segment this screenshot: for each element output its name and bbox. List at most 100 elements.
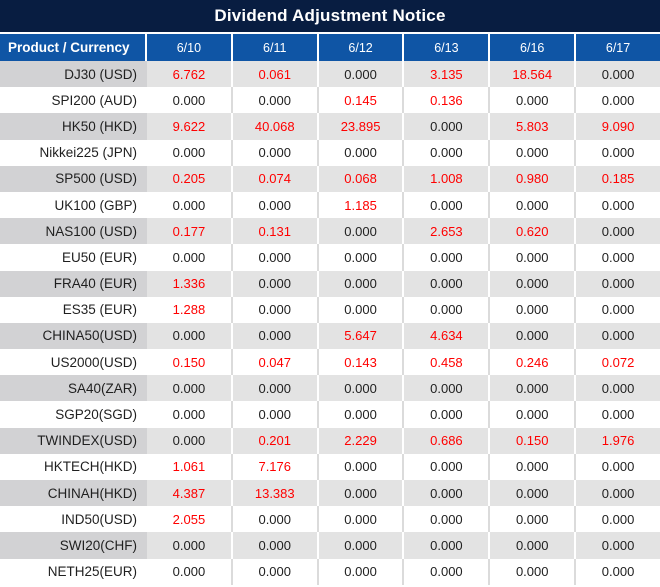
value-cell: 0.000: [147, 558, 233, 585]
product-name-cell: DJ30 (USD): [0, 61, 147, 88]
value-cell: 0.000: [404, 296, 491, 323]
value-cell: 0.074: [232, 165, 319, 192]
value-cell: 0.000: [404, 558, 491, 585]
value-cell: 0.000: [404, 270, 491, 297]
date-column-header: 6/12: [319, 34, 405, 61]
table-row: UK100 (GBP) 0.000 0.000 1.185 0.000 0.00…: [0, 191, 660, 219]
value-cell: 9.622: [147, 113, 233, 140]
value-cell: 0.131: [232, 218, 319, 245]
value-cell: 0.145: [319, 87, 405, 114]
product-name-cell: NETH25(EUR): [47, 564, 137, 580]
table-row: CHINA50(USD) 0.000 0.000 5.647 4.634 0.0…: [0, 322, 660, 350]
table-row: HK50 (HKD) 9.622 40.068 23.895 0.000 5.8…: [0, 113, 660, 140]
value-cell: 0.000: [147, 191, 233, 219]
value-cell: 0.000: [490, 480, 577, 507]
value-cell: 0.000: [233, 558, 319, 585]
value-cell: 0.000: [404, 532, 491, 559]
date-column-header: 6/13: [404, 34, 491, 61]
value-cell: 0.000: [147, 401, 233, 428]
product-name-cell: HK50 (HKD): [0, 113, 147, 140]
value-cell: 0.000: [232, 322, 319, 350]
table-row: SP500 (USD) 0.205 0.074 0.068 1.008 0.98…: [0, 165, 660, 192]
value-cell: 0.072: [601, 354, 635, 370]
value-cell: 6.762: [147, 61, 233, 88]
value-cell: 1.288: [147, 296, 233, 323]
value-cell: 0.000: [601, 407, 635, 423]
product-name-cell: ES35 (EUR): [62, 302, 137, 318]
value-cell: 0.000: [490, 532, 577, 559]
table-row: ES35 (EUR) 1.288 0.000 0.000 0.000 0.000…: [0, 296, 660, 323]
value-cell: 0.000: [233, 506, 319, 533]
value-cell: 0.000: [147, 139, 233, 166]
value-cell: 0.620: [490, 218, 577, 245]
product-name-cell: IND50(USD): [61, 511, 137, 527]
value-cell: 0.136: [404, 87, 491, 114]
value-cell: 3.135: [404, 61, 491, 88]
value-cell: 2.229: [318, 427, 405, 454]
value-cell: 0.000: [490, 244, 577, 271]
value-cell: 0.000: [319, 401, 405, 428]
value-cell: 4.387: [147, 480, 233, 507]
value-cell: 0.000: [232, 532, 319, 559]
value-cell: 0.000: [319, 139, 405, 166]
value-cell: 0.068: [318, 165, 405, 192]
value-cell: 0.000: [601, 564, 635, 580]
value-cell: 0.000: [233, 191, 319, 219]
value-cell: 0.000: [601, 459, 635, 475]
value-cell: 0.061: [232, 61, 319, 88]
value-cell: 0.000: [319, 244, 405, 271]
value-cell: 0.000: [601, 92, 635, 108]
value-cell: 0.000: [601, 197, 635, 213]
value-cell: 18.564: [490, 61, 577, 88]
value-cell: 0.000: [318, 480, 405, 507]
product-name-cell: CHINA50(USD): [0, 322, 147, 350]
value-cell: 0.185: [576, 165, 660, 192]
value-cell: 0.000: [318, 218, 405, 245]
product-name-cell: SPI200 (AUD): [51, 92, 137, 108]
table-row: US2000(USD) 0.150 0.047 0.143 0.458 0.24…: [0, 349, 660, 376]
value-cell: 0.000: [404, 480, 491, 507]
value-cell: 0.000: [233, 244, 319, 271]
value-cell: 0.000: [490, 191, 577, 219]
table-header-row: Product / Currency 6/10 6/11 6/12 6/13 6…: [0, 34, 660, 61]
product-name-cell: HKTECH(HKD): [44, 459, 137, 475]
table-row: SPI200 (AUD) 0.000 0.000 0.145 0.136 0.0…: [0, 87, 660, 114]
table-row: SGP20(SGD) 0.000 0.000 0.000 0.000 0.000…: [0, 401, 660, 428]
value-cell: 0.000: [490, 322, 577, 350]
value-cell: 0.000: [404, 453, 491, 480]
value-cell: 0.000: [232, 270, 319, 297]
table-row: NETH25(EUR) 0.000 0.000 0.000 0.000 0.00…: [0, 558, 660, 585]
table-row: HKTECH(HKD) 1.061 7.176 0.000 0.000 0.00…: [0, 453, 660, 480]
value-cell: 0.000: [404, 139, 491, 166]
value-cell: 0.000: [404, 506, 491, 533]
value-cell: 0.000: [490, 506, 577, 533]
value-cell: 0.000: [404, 113, 491, 140]
value-cell: 0.000: [576, 61, 660, 88]
value-cell: 0.458: [404, 349, 491, 376]
value-cell: 5.647: [318, 322, 405, 350]
value-cell: 0.000: [404, 191, 491, 219]
table-row: SWI20(CHF) 0.000 0.000 0.000 0.000 0.000…: [0, 532, 660, 559]
value-cell: 0.150: [147, 349, 233, 376]
value-cell: 0.000: [601, 145, 635, 161]
value-cell: 1.976: [576, 427, 660, 454]
table-body: DJ30 (USD) 6.762 0.061 0.000 3.135 18.56…: [0, 61, 660, 585]
value-cell: 0.000: [318, 375, 405, 402]
value-cell: 0.000: [147, 427, 233, 454]
table-row: TWINDEX(USD) 0.000 0.201 2.229 0.686 0.1…: [0, 427, 660, 454]
value-cell: 0.000: [490, 270, 577, 297]
table-row: NAS100 (USD) 0.177 0.131 0.000 2.653 0.6…: [0, 218, 660, 245]
value-cell: 1.061: [147, 453, 233, 480]
value-cell: 0.047: [233, 349, 319, 376]
product-name-cell: SWI20(CHF): [0, 532, 147, 559]
value-cell: 0.000: [404, 244, 491, 271]
value-cell: 0.000: [318, 61, 405, 88]
product-name-cell: TWINDEX(USD): [0, 427, 147, 454]
table-row: EU50 (EUR) 0.000 0.000 0.000 0.000 0.000…: [0, 244, 660, 271]
product-name-cell: CHINAH(HKD): [0, 480, 147, 507]
value-cell: 0.000: [233, 401, 319, 428]
value-cell: 0.201: [232, 427, 319, 454]
value-cell: 0.686: [404, 427, 491, 454]
value-cell: 0.000: [490, 296, 577, 323]
